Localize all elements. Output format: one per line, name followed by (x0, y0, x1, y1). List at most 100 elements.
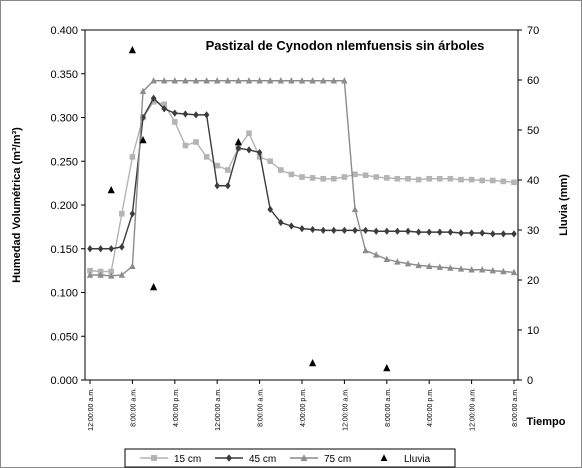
data-point (267, 77, 274, 84)
data-point (225, 182, 231, 190)
x-tick-label: 12:00:00 a.m. (470, 388, 477, 431)
data-point (97, 245, 104, 253)
x-tick-label: 4:00:00 p.m. (173, 388, 180, 427)
data-point (298, 77, 306, 84)
data-point (511, 179, 517, 186)
y-tick-label: 0.300 (50, 113, 78, 125)
y2-tick-label: 40 (527, 175, 539, 187)
data-point (108, 272, 115, 279)
data-point (267, 158, 273, 165)
y-tick-label: 0.200 (50, 200, 78, 212)
data-point (129, 210, 136, 218)
data-point (97, 271, 104, 278)
data-point (331, 226, 337, 234)
data-point (277, 77, 284, 84)
data-point (224, 77, 231, 84)
data-point (161, 101, 167, 108)
data-point (309, 225, 316, 234)
data-point (500, 178, 507, 185)
legend-marker (300, 454, 308, 461)
data-point (203, 154, 210, 160)
data-point (415, 261, 422, 269)
y2-tick-label: 0 (527, 375, 533, 387)
data-point (245, 77, 253, 84)
data-point (479, 177, 485, 184)
y-tick-label: 0.050 (50, 331, 78, 343)
data-point (129, 262, 136, 270)
data-point (362, 172, 369, 179)
legend-marker (380, 454, 388, 461)
data-point (394, 227, 401, 235)
y-tick-label: 0.100 (50, 288, 78, 300)
data-point (447, 175, 454, 182)
rain-marker (150, 283, 158, 291)
data-point (309, 77, 316, 84)
data-point (384, 175, 390, 181)
data-point (193, 111, 199, 119)
x-tick-label: 8:00:00 a.m. (258, 388, 265, 427)
y2-tick-label: 50 (527, 125, 539, 137)
data-point (341, 77, 348, 84)
data-point (172, 119, 178, 125)
data-point (214, 162, 220, 169)
data-point (235, 77, 242, 84)
data-point (426, 228, 432, 236)
data-point (150, 94, 157, 102)
data-point (394, 258, 401, 265)
data-point (362, 226, 369, 234)
rain-marker (383, 364, 391, 372)
legend-marker (226, 454, 232, 462)
data-point (182, 77, 189, 84)
data-point (468, 176, 475, 183)
data-point (86, 271, 94, 278)
data-point (426, 262, 433, 270)
data-point (331, 175, 337, 182)
data-point (415, 228, 422, 236)
data-point (490, 230, 496, 238)
data-point (161, 77, 168, 84)
x-tick-label: 12:00:00 a.m. (215, 388, 222, 431)
data-point (299, 225, 305, 233)
data-point (288, 171, 295, 178)
data-point (500, 230, 507, 238)
data-point (479, 229, 485, 237)
data-point (161, 105, 167, 113)
x-tick-label: 8:00:00 a.m. (385, 388, 392, 427)
legend-label: 45 cm (249, 454, 276, 465)
data-point (235, 144, 242, 152)
data-point (383, 255, 390, 263)
data-point (330, 77, 337, 84)
data-point (341, 226, 348, 234)
data-point (500, 267, 507, 275)
data-point (288, 222, 295, 230)
y2-tick-label: 20 (527, 275, 539, 287)
data-point (458, 176, 464, 183)
legend-label: Lluvia (404, 454, 431, 465)
x-tick-label: 12:00:00 a.m. (342, 388, 349, 431)
data-point (394, 175, 401, 182)
data-point (278, 218, 284, 227)
data-point (225, 167, 231, 173)
data-point (320, 175, 326, 182)
data-point (118, 271, 125, 278)
data-point (352, 226, 358, 234)
y2-tick-label: 60 (527, 75, 539, 87)
data-point (192, 77, 200, 84)
rain-marker (139, 136, 147, 144)
data-point (457, 265, 465, 272)
data-point (468, 266, 475, 273)
data-point (437, 175, 443, 182)
x-tick-label: 8:00:00 a.m. (512, 388, 519, 427)
data-point (511, 230, 517, 238)
data-point (171, 77, 178, 84)
data-point (468, 229, 475, 237)
data-point (150, 77, 157, 84)
y2-tick-label: 10 (527, 325, 539, 337)
rain-marker (234, 138, 242, 146)
data-point (87, 245, 93, 253)
data-point (193, 139, 199, 145)
data-point (309, 175, 316, 181)
chart-title: Pastizal de Cynodon nlemfuensis sin árbo… (206, 38, 485, 53)
data-point (404, 260, 412, 267)
data-point (320, 226, 326, 234)
